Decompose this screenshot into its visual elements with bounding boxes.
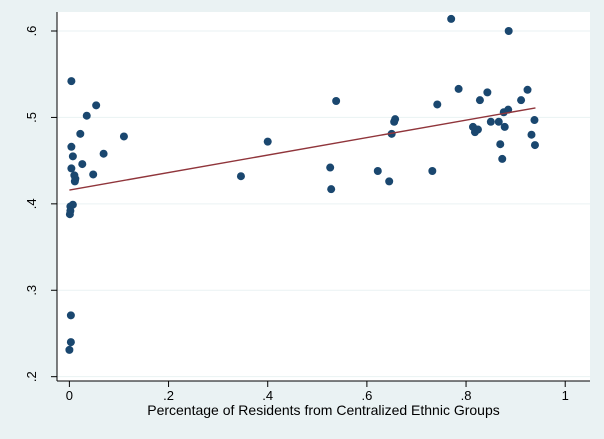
x-tick-label-5: 1 [562,388,569,403]
y-tick-label-2: .4 [24,198,39,209]
data-point-22 [263,137,272,146]
data-point-38 [475,96,484,105]
data-point-12 [70,171,79,180]
y-tick-label-1: .3 [24,285,39,296]
x-tick-label-2: .4 [262,388,273,403]
data-point-19 [99,149,108,158]
y-tick-label-4: .6 [24,26,39,37]
data-point-14 [76,129,85,138]
plot-area [57,12,590,381]
data-point-49 [523,85,532,94]
data-point-48 [517,96,526,105]
data-point-42 [496,140,505,149]
data-points [65,14,539,354]
x-tick-label-0: 0 [66,388,73,403]
x-axis-ticks: 0 .2 .4 .6 .8 1 [66,381,569,403]
data-point-52 [530,141,539,150]
data-point-41 [494,117,503,126]
data-point-16 [82,111,91,120]
data-point-37 [473,125,482,134]
x-tick-label-4: .8 [461,388,472,403]
data-point-21 [236,172,245,181]
gridlines [57,30,590,378]
data-point-8 [68,152,77,161]
y-axis-ticks: .2 .3 .4 .5 .6 [24,26,57,382]
data-point-0 [65,345,74,354]
x-axis-title: Percentage of Residents from Centralized… [147,402,500,418]
data-point-46 [504,105,513,114]
y-tick-label-0: .2 [24,371,39,382]
data-point-50 [527,130,536,139]
data-point-26 [373,167,382,176]
data-point-45 [500,122,509,131]
data-point-23 [326,163,335,172]
x-tick-label-3: .6 [361,388,372,403]
data-point-15 [78,160,87,169]
data-point-13 [67,77,76,86]
data-point-1 [66,338,75,347]
data-point-20 [119,132,128,141]
data-point-24 [327,185,336,194]
data-point-51 [530,116,539,125]
data-point-2 [66,311,75,320]
data-point-27 [385,177,394,186]
data-point-30 [391,115,400,124]
data-point-18 [92,101,101,110]
y-tick-label-3: .5 [24,112,39,123]
data-point-33 [447,14,456,23]
data-point-7 [67,164,76,173]
fitted-line [69,107,536,191]
data-point-31 [428,167,437,176]
data-point-9 [67,142,76,151]
data-point-43 [498,154,507,163]
data-point-32 [433,100,442,109]
data-point-40 [486,117,495,126]
data-point-34 [454,84,463,93]
data-point-25 [332,97,341,106]
data-point-47 [504,27,513,36]
data-point-39 [483,88,492,97]
data-point-6 [68,200,77,209]
x-tick-label-1: .2 [163,388,174,403]
data-point-17 [89,170,98,179]
